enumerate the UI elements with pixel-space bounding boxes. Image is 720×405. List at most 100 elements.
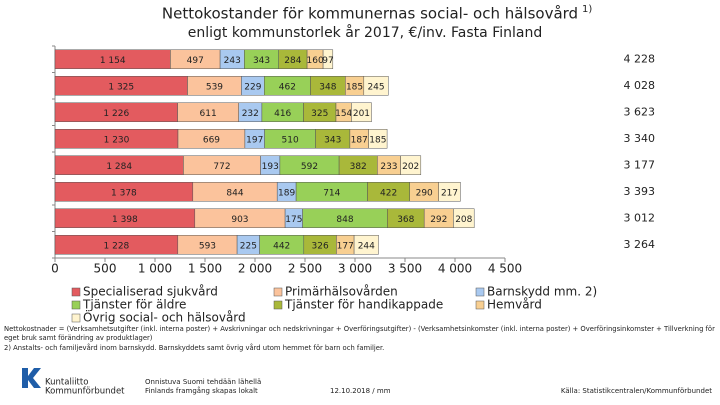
legend-label: Tjänster för handikappade [284,298,443,312]
slogan: Finlands framgång skapas lokalt [145,386,258,395]
x-tick-label: 1 500 [188,262,222,276]
legend-swatch [71,313,81,323]
slogan: Onnistuva Suomi tehdään lähellä [145,378,261,386]
data-label: 284 [284,56,301,66]
data-label: 382 [350,162,367,172]
legend-swatch [71,287,81,297]
data-label: 343 [324,135,341,145]
data-label: 290 [416,188,433,198]
data-label: 1 325 [108,82,134,92]
total-label: 3 177 [624,158,656,171]
data-label: 175 [285,215,302,225]
data-label: 202 [402,162,419,172]
x-tick-label: 3 000 [338,262,372,276]
data-label: 844 [226,188,243,198]
data-label: 772 [213,162,230,172]
date: 12.10.2018 / mm [330,387,391,395]
data-label: 208 [455,215,472,225]
data-label: 1 154 [100,56,126,66]
data-label: 160 [307,56,324,66]
data-label: 201 [353,109,370,119]
bar-segment [363,76,389,96]
legend-swatch [475,300,485,310]
data-label: 714 [323,188,340,198]
data-label: 539 [206,82,223,92]
footer: Kuntaliitto Kommunförbundet Onnistuva Su… [22,368,712,397]
footnotes: Nettokostnader = (Verksamhetsutgifter (i… [4,325,715,352]
data-label: 497 [187,56,204,66]
data-label: 185 [346,82,363,92]
data-label: 154 [335,109,352,119]
total-label: 3 012 [624,211,656,224]
total-label: 3 264 [624,238,656,251]
data-label: 244 [358,241,375,251]
data-label: 348 [319,82,336,92]
data-label: 592 [301,162,318,172]
data-label: 97 [322,56,333,66]
x-tick-label: 3 500 [388,262,422,276]
data-label: 669 [203,135,220,145]
logo-icon [22,368,41,388]
data-label: 243 [224,56,241,66]
data-label: 229 [244,82,261,92]
data-label: 185 [369,135,386,145]
data-label: 232 [242,109,259,119]
bar-segment [351,102,372,122]
data-label: 1 230 [104,135,130,145]
data-label: 177 [337,241,354,251]
logo-text: Kommunförbundet [45,387,125,397]
x-tick-label: 4 500 [488,262,522,276]
data-label: 217 [441,188,458,198]
data-label: 1 228 [104,241,130,251]
data-label: 187 [351,135,368,145]
x-tick-label: 2 000 [238,262,272,276]
data-label: 245 [367,82,384,92]
legend-label: Övrig social- och hälsovård [83,309,246,325]
data-label: 1 226 [103,109,129,119]
legend-label: Hemvård [487,298,542,312]
legend-swatch [475,287,485,297]
data-label: 326 [312,241,329,251]
data-label: 193 [262,162,279,172]
data-label: 611 [200,109,217,119]
x-tick-label: 1 000 [138,262,172,276]
title-note: 1) [582,4,592,15]
data-label: 343 [253,56,270,66]
legend-label: Specialiserad sjukvård [83,285,218,299]
legend-swatch [273,300,283,310]
total-label: 4 228 [624,52,656,65]
data-label: 848 [336,215,353,225]
bar-segment [353,235,379,255]
bar-segment [400,155,422,175]
logo-text: Kuntaliitto [45,378,88,388]
data-label: 1 284 [106,162,132,172]
x-tick-label: 4 000 [438,262,472,276]
bar-segment [368,129,388,149]
data-label: 233 [380,162,397,172]
data-label: 1 378 [111,188,137,198]
total-label: 3 623 [624,105,656,118]
x-tick-label: 2 500 [288,262,322,276]
source: Källa: Statistikcentralen/Kommunförbunde… [561,387,712,395]
bar-segment [453,208,475,228]
data-label: 442 [273,241,290,251]
data-label: 593 [199,241,216,251]
total-label: 3 340 [624,132,656,145]
data-label: 292 [430,215,447,225]
bar-segment [438,182,461,202]
x-tick-label: 500 [94,262,117,276]
legend-swatch [71,300,81,310]
data-label: 510 [282,135,299,145]
data-label: 1 398 [112,215,138,225]
data-label: 325 [311,109,328,119]
data-label: 422 [380,188,397,198]
data-label: 416 [274,109,291,119]
data-label: 462 [279,82,296,92]
data-label: 903 [231,215,248,225]
footnote: 2) Anstalts- och familjevård inom barnsk… [4,344,385,352]
chart-title: Nettokostander för kommunernas social- o… [162,5,578,23]
legend-label: Primärhälsovården [285,285,398,299]
data-label: 197 [246,135,263,145]
total-label: 4 028 [624,79,656,92]
